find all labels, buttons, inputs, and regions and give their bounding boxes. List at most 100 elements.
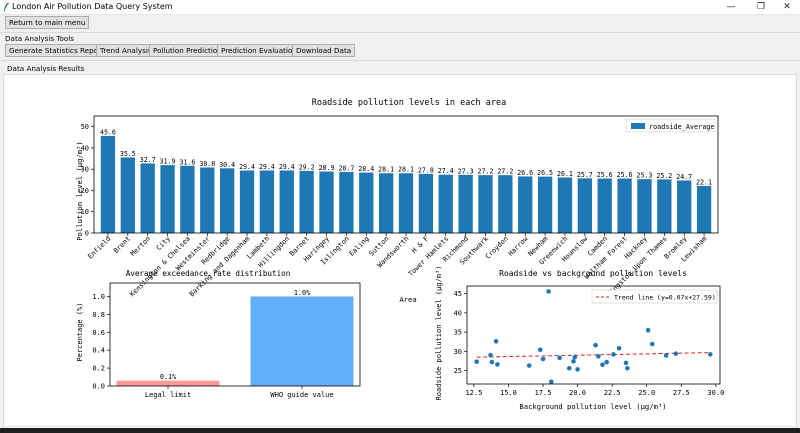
bar-value-label: 28.1 [398, 166, 414, 174]
x-tick-label: 22.5 [604, 389, 621, 397]
scatter-point [596, 354, 601, 359]
y-tick-label: 35 [454, 329, 462, 337]
bar [438, 174, 453, 233]
y-tick-label: 0.8 [92, 311, 105, 319]
y-tick-label: 45 [454, 290, 462, 298]
y-tick-label: 40 [81, 144, 89, 152]
legend: Trend line (y=0.07x+27.59) [591, 289, 718, 304]
bar-value-label: 27.8 [418, 166, 434, 174]
chart-title: Average exceedance rate distribution [126, 269, 291, 278]
x-tick-label: 12.5 [465, 389, 482, 397]
bar-value-label: 29.4 [239, 163, 255, 171]
bar [259, 170, 275, 233]
y-tick-label: 30 [81, 166, 89, 174]
scatter-point [572, 354, 578, 360]
scatter-point [557, 355, 562, 361]
x-axis-label: Background pollution level (μg/m³) [519, 402, 666, 411]
tools-section-label: Data Analysis Tools [5, 34, 75, 43]
scatter-point [593, 342, 598, 348]
y-tick-label: 0.2 [92, 365, 105, 373]
scatter-point [708, 352, 713, 357]
bar-value-label: 24.7 [676, 173, 692, 181]
bar [537, 176, 553, 233]
bar [398, 173, 414, 233]
minimize-button[interactable]: — [726, 2, 736, 12]
bar-value-label: 26.1 [557, 170, 573, 178]
scatter-point [474, 359, 479, 365]
x-tick-label: 25.0 [638, 389, 655, 397]
bar-value-label: 28.1 [378, 166, 394, 174]
bar-value-label: 25.7 [577, 171, 593, 179]
pollution-prediction-button[interactable]: Pollution Prediction [149, 44, 226, 57]
y-tick-label: 30 [454, 348, 462, 356]
bar [557, 177, 573, 233]
chart-title: Roadside pollution levels in each area [312, 98, 506, 108]
download-data-button[interactable]: Download Data [292, 44, 356, 57]
bar-value-label: 29.2 [299, 163, 315, 171]
bar-value-label: 25.6 [617, 171, 633, 179]
scatter-point [600, 362, 605, 368]
x-tick-label: 27.5 [673, 389, 690, 397]
y-tick-label: 0 [85, 230, 89, 238]
scatter-point [537, 347, 543, 353]
scatter-point [611, 352, 616, 357]
bar-value-label: 22.1 [696, 178, 712, 186]
scatter-point [540, 356, 546, 362]
bar-value-label: 29.4 [279, 163, 295, 171]
prediction-evaluation-button[interactable]: Prediction Evaluation [217, 44, 301, 57]
bar [180, 165, 195, 233]
bar [160, 165, 175, 233]
y-tick-label: 0.6 [92, 329, 105, 337]
y-tick-label: 0.4 [92, 347, 105, 355]
bar-value-label: 1.0% [294, 289, 310, 297]
bar [200, 167, 215, 233]
bar [657, 179, 672, 233]
bar-value-label: 27.3 [458, 167, 474, 175]
bar-value-label: 30.8 [199, 160, 215, 168]
divider [0, 60, 800, 61]
bar [100, 135, 116, 233]
bar [140, 163, 155, 233]
results-section-label: Data Analysis Results [7, 64, 85, 73]
legend-label: roadside_Average [649, 123, 714, 131]
bar [359, 172, 374, 233]
window-title: London Air Pollution Data Query System [12, 2, 173, 11]
bar [250, 296, 354, 386]
close-button[interactable]: ✕ [783, 2, 791, 12]
scatter-point [546, 289, 551, 294]
x-tick-label: 15.0 [500, 389, 517, 397]
scatter-point [526, 363, 532, 368]
bar [637, 179, 652, 233]
exceedance-bar-chart: Average exceedance rate distribution 0.1… [76, 269, 361, 399]
title-bar: London Air Pollution Data Query System —… [0, 0, 800, 15]
scatter-point [623, 360, 629, 366]
bar-value-label: 25.3 [637, 172, 653, 180]
scatter-point [493, 339, 499, 344]
bar [299, 170, 314, 233]
roadside-vs-background-scatter: Roadside vs background pollution levels … [435, 266, 724, 411]
trend-analysis-button[interactable]: Trend Analysis [96, 44, 156, 57]
bar-value-label: 31.6 [179, 158, 195, 166]
x-tick-label: WHO guide value [270, 391, 333, 399]
generate-statistics-report-button[interactable]: Generate Statistics Report [5, 44, 108, 57]
divider [0, 32, 800, 33]
scatter-point [663, 353, 669, 358]
bar-value-label: 26.6 [517, 169, 533, 177]
bar [696, 185, 712, 233]
chart-title: Roadside vs background pollution levels [499, 269, 687, 278]
x-tick-label: 17.5 [535, 389, 552, 397]
bar-value-label: 45.6 [100, 128, 116, 136]
bar [279, 170, 294, 233]
return-main-menu-button[interactable]: Return to main menu [5, 16, 90, 29]
analysis-figure: Roadside pollution levels in each area 4… [4, 75, 796, 425]
legend: roadside_Average [625, 118, 716, 133]
scatter-point [489, 359, 495, 365]
y-axis-label: Percentage (%) [76, 302, 84, 361]
bar-value-label: 0.1% [160, 373, 176, 381]
maximize-button[interactable]: ❐ [756, 2, 766, 12]
scatter-point [645, 327, 651, 333]
scatter-point [616, 345, 622, 351]
bar [597, 178, 612, 233]
scatter-point [575, 367, 580, 372]
bar-value-label: 27.2 [478, 168, 494, 176]
